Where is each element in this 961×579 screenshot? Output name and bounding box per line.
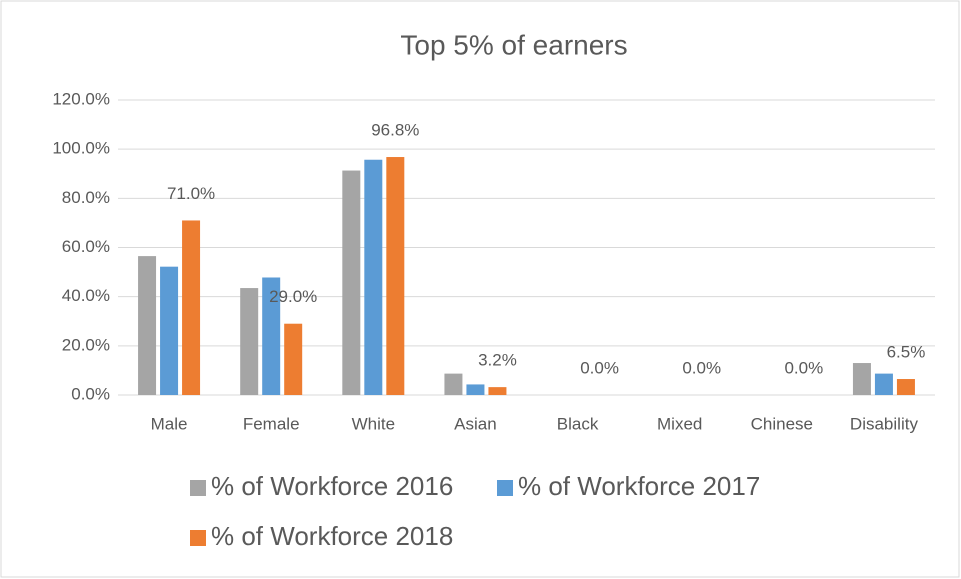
bar <box>364 159 383 395</box>
legend-swatch <box>190 530 206 546</box>
y-tick-label: 80.0% <box>62 188 110 207</box>
data-label: 0.0% <box>580 358 619 377</box>
data-label: 0.0% <box>682 358 721 377</box>
data-label: 96.8% <box>371 121 419 140</box>
y-tick-label: 40.0% <box>62 286 110 305</box>
bar <box>874 373 893 395</box>
y-tick-label: 0.0% <box>71 384 110 403</box>
bar <box>262 277 281 395</box>
x-tick-label: White <box>352 414 395 433</box>
bar <box>896 379 915 395</box>
bar <box>342 170 361 395</box>
legend-swatch <box>190 480 206 496</box>
bar <box>386 157 405 395</box>
x-tick-label: Chinese <box>751 414 813 433</box>
data-label: 29.0% <box>269 287 317 306</box>
bar <box>852 363 871 395</box>
x-tick-label: Asian <box>454 414 497 433</box>
data-label: 0.0% <box>784 358 823 377</box>
legend-label: % of Workforce 2017 <box>518 471 760 501</box>
x-tick-label: Female <box>243 414 300 433</box>
data-label: 71.0% <box>167 184 215 203</box>
legend-swatch <box>497 480 513 496</box>
x-tick-label: Black <box>557 414 599 433</box>
data-label: 3.2% <box>478 351 517 370</box>
y-tick-label: 120.0% <box>52 89 110 108</box>
chart-title: Top 5% of earners <box>400 29 627 60</box>
bar <box>466 384 485 395</box>
legend-label: % of Workforce 2018 <box>211 521 453 551</box>
x-tick-label: Mixed <box>657 414 702 433</box>
bar <box>444 373 463 395</box>
bar <box>284 323 303 395</box>
y-tick-label: 100.0% <box>52 139 110 158</box>
data-label: 6.5% <box>887 343 926 362</box>
bar <box>160 266 179 395</box>
x-tick-label: Male <box>151 414 188 433</box>
bar <box>138 256 157 395</box>
bar <box>182 220 201 395</box>
y-tick-label: 20.0% <box>62 335 110 354</box>
bar <box>488 387 507 395</box>
x-tick-label: Disability <box>850 414 919 433</box>
bar <box>240 288 259 395</box>
legend-label: % of Workforce 2016 <box>211 471 453 501</box>
y-tick-label: 60.0% <box>62 237 110 256</box>
